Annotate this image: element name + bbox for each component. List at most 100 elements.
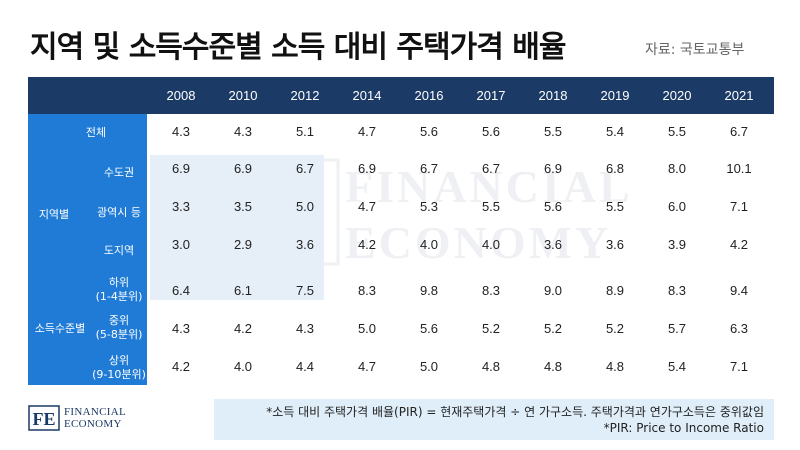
table-cell: 4.8 xyxy=(543,359,563,374)
year-header: 2010 xyxy=(228,88,258,103)
table-cell: 3.6 xyxy=(543,237,563,252)
table-cell: 3.0 xyxy=(171,237,191,252)
table-cell: 9.8 xyxy=(419,283,439,298)
table-cell: 3.9 xyxy=(667,237,687,252)
page-title: 지역 및 소득수준별 소득 대비 주택가격 배율 xyxy=(30,30,566,65)
table-cell: 6.4 xyxy=(171,283,191,298)
watermark-line1: FINANCIAL xyxy=(345,161,633,212)
row-label-low: 하위 (1-4분위) xyxy=(95,276,143,303)
year-header: 2019 xyxy=(600,88,630,103)
year-header: 2012 xyxy=(290,88,320,103)
table-cell: 5.0 xyxy=(419,359,439,374)
table-cell: 4.2 xyxy=(171,359,191,374)
table-cell: 5.5 xyxy=(667,124,687,139)
table-cell: 4.0 xyxy=(419,237,439,252)
table-cell: 6.7 xyxy=(295,161,315,176)
table-cell: 3.6 xyxy=(295,237,315,252)
table-cell: 4.7 xyxy=(357,199,377,214)
row-label-metro: 광역시 등 xyxy=(97,206,141,219)
table-cell: 5.3 xyxy=(419,199,439,214)
table-cell: 5.5 xyxy=(543,124,563,139)
table-header: 2008 2010 2012 2014 2016 2017 2018 2019 … xyxy=(28,77,774,114)
table-cell: 6.8 xyxy=(605,161,625,176)
table-cell: 7.5 xyxy=(295,283,315,298)
footnote-line2: *PIR: Price to Income Ratio xyxy=(603,421,764,435)
table-cell: 5.2 xyxy=(543,321,563,336)
table-cell: 5.2 xyxy=(481,321,501,336)
table-cell: 4.3 xyxy=(233,124,253,139)
table-cell: 5.0 xyxy=(357,321,377,336)
table-cell: 5.6 xyxy=(481,124,501,139)
table-cell: 5.5 xyxy=(481,199,501,214)
table-cell: 5.2 xyxy=(605,321,625,336)
year-header: 2014 xyxy=(352,88,382,103)
table-cell: 5.4 xyxy=(667,359,687,374)
table-cell: 7.1 xyxy=(729,199,749,214)
source-label: 자료: 국토교통부 xyxy=(645,42,745,58)
group-label-region: 지역별 xyxy=(38,208,70,221)
table-cell: 6.7 xyxy=(419,161,439,176)
table-cell: 4.8 xyxy=(605,359,625,374)
table-cell: 8.3 xyxy=(481,283,501,298)
footnote-box: *소득 대비 주택가격 배율(PIR) = 현재주택가격 ÷ 연 가구소득. 주… xyxy=(214,399,774,440)
table-cell: 2.9 xyxy=(233,237,253,252)
table-cell: 4.3 xyxy=(171,124,191,139)
table-cell: 6.7 xyxy=(481,161,501,176)
table-cell: 6.9 xyxy=(357,161,377,176)
table-cell: 4.0 xyxy=(481,237,501,252)
table-cell: 9.0 xyxy=(543,283,563,298)
table-cell: 8.9 xyxy=(605,283,625,298)
row-label-high: 상위 (9-10분위) xyxy=(92,354,146,381)
table-cell: 4.4 xyxy=(295,359,315,374)
table-cell: 4.3 xyxy=(171,321,191,336)
table-cell: 10.1 xyxy=(726,161,752,176)
year-header: 2021 xyxy=(724,88,754,103)
highlight-block xyxy=(150,155,324,300)
table-cell: 5.1 xyxy=(295,124,315,139)
table-cell: 4.2 xyxy=(357,237,377,252)
table-cell: 6.9 xyxy=(543,161,563,176)
table-cell: 5.6 xyxy=(419,124,439,139)
row-label-column: 전체 지역별 수도권 광역시 등 도지역 소득수준별 하위 (1-4분위) 중위(… xyxy=(28,114,147,385)
row-label-total: 전체 xyxy=(85,126,107,139)
table-cell: 3.6 xyxy=(605,237,625,252)
table-cell: 6.9 xyxy=(171,161,191,176)
table-cell: 5.5 xyxy=(605,199,625,214)
table-cell: 9.4 xyxy=(729,283,749,298)
table-cell: 5.4 xyxy=(605,124,625,139)
row-label-capital: 수도권 xyxy=(103,166,135,179)
footnote-line1: *소득 대비 주택가격 배율(PIR) = 현재주택가격 ÷ 연 가구소득. 주… xyxy=(266,405,764,419)
table-cell: 4.8 xyxy=(481,359,501,374)
table-cell: 6.9 xyxy=(233,161,253,176)
table-cell: 5.6 xyxy=(543,199,563,214)
table-cell: 4.2 xyxy=(729,237,749,252)
year-header: 2017 xyxy=(476,88,506,103)
table-cell: 4.2 xyxy=(233,321,253,336)
table-cell: 6.7 xyxy=(729,124,749,139)
table-cell: 8.0 xyxy=(667,161,687,176)
table-cell: 6.1 xyxy=(233,283,253,298)
table-cell: 4.3 xyxy=(295,321,315,336)
table-cell: 5.7 xyxy=(667,321,687,336)
brand-name: FINANCIAL ECONOMY xyxy=(64,406,126,430)
group-label-income: 소득수준별 xyxy=(34,322,86,335)
table-cell: 8.3 xyxy=(357,283,377,298)
table-cell: 4.7 xyxy=(357,359,377,374)
svg-text:FE: FE xyxy=(32,409,55,429)
table-cell: 3.5 xyxy=(233,199,253,214)
year-header: 2018 xyxy=(538,88,568,103)
brand-logo-icon: FE xyxy=(28,405,60,431)
table-cell: 4.7 xyxy=(357,124,377,139)
table-cell: 6.3 xyxy=(729,321,749,336)
table-cell: 6.0 xyxy=(667,199,687,214)
table-cell: 7.1 xyxy=(729,359,749,374)
year-header: 2008 xyxy=(166,88,196,103)
table-cell: 5.6 xyxy=(419,321,439,336)
watermark-line2: ECONOMY xyxy=(345,217,612,268)
year-header: 2020 xyxy=(662,88,692,103)
table-cell: 3.3 xyxy=(171,199,191,214)
row-label-province: 도지역 xyxy=(103,244,135,257)
year-header: 2016 xyxy=(414,88,444,103)
row-label-mid: 중위 (5-8분위) xyxy=(95,314,143,341)
table-cell: 4.0 xyxy=(233,359,253,374)
